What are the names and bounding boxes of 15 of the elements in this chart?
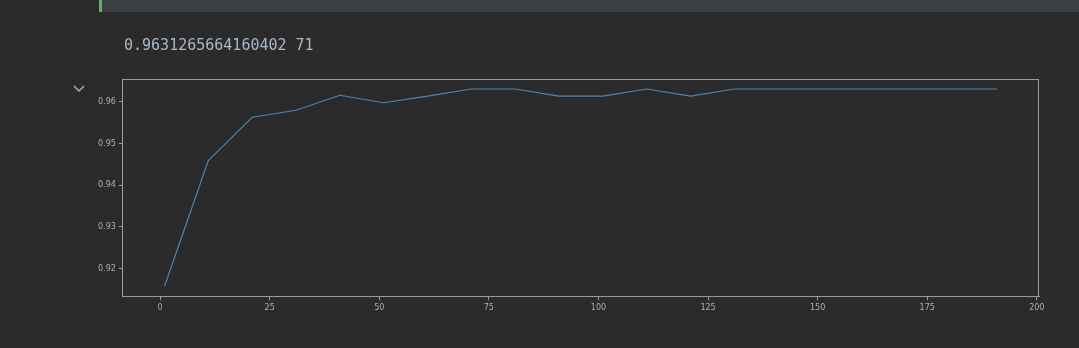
y-tick-label: 0.95 [98,138,116,148]
x-tick-label: 25 [264,303,275,313]
x-tick-label: 50 [374,303,385,313]
x-tick-label: 0 [157,303,163,313]
x-tick-label: 75 [483,303,494,313]
x-tick-label: 200 [1029,303,1045,313]
x-tick-label: 175 [919,303,935,313]
x-tick-label: 150 [809,303,826,313]
x-tick-label: 125 [700,303,716,313]
y-tick-label: 0.92 [98,263,116,273]
text: 0.9631265664160402 71 [124,36,314,54]
y-tick-label: 0.96 [98,96,116,106]
x-tick-label: 100 [590,303,607,313]
y-tick-label: 0.94 [98,180,116,190]
y-tick-label: 0.93 [98,221,116,231]
